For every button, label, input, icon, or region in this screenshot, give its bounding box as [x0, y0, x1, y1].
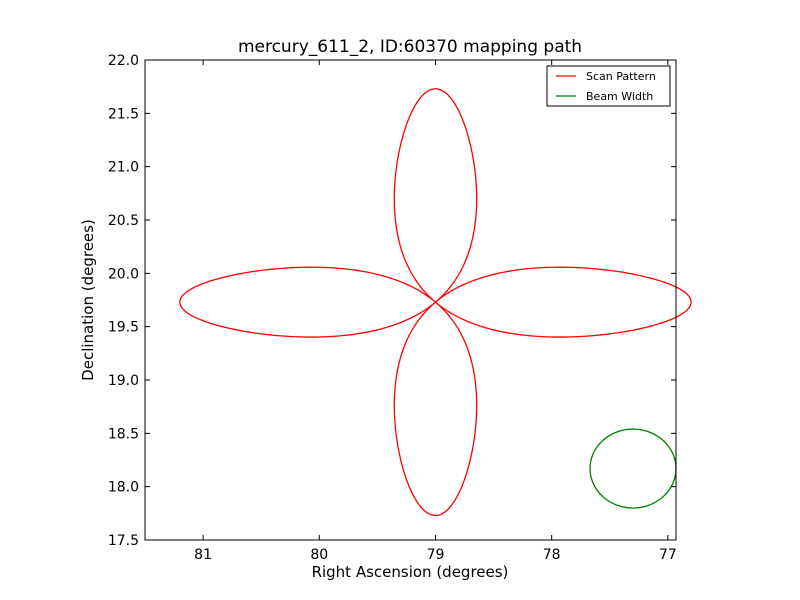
y-tick-label: 20.5 [108, 213, 139, 229]
y-axis-label: Declination (degrees) [79, 219, 97, 381]
legend: Scan Pattern Beam Width [546, 65, 671, 107]
y-tick-label: 18.5 [108, 426, 139, 442]
plot-frame [144, 59, 677, 541]
x-tick-label: 77 [659, 547, 677, 563]
y-tick-label: 19.0 [108, 373, 139, 389]
y-tick-label: 22.0 [108, 53, 139, 69]
y-tick-label: 21.0 [108, 160, 139, 176]
y-tick-label: 17.5 [108, 533, 139, 549]
legend-box [546, 65, 671, 107]
y-tick-label: 21.5 [108, 106, 139, 122]
x-axis-label: Right Ascension (degrees) [312, 563, 509, 581]
y-tick-label: 20.0 [108, 266, 139, 282]
scan-pattern-line [179, 88, 692, 517]
y-tick-label: 18.0 [108, 480, 139, 496]
ticks-group: 81 80 79 78 77 17.5 18.0 18.5 19.0 19.5 20.0 20.5 21… [108, 53, 677, 563]
plot-area [145, 60, 676, 540]
x-tick-label: 80 [310, 547, 328, 563]
chart-title: mercury_611_2, ID:60370 mapping path [238, 37, 582, 57]
y-tick-label: 19.5 [108, 320, 139, 336]
legend-label-scan-pattern: Scan Pattern [586, 70, 656, 83]
x-tick-label: 79 [427, 547, 445, 563]
x-tick-label: 78 [543, 547, 561, 563]
legend-label-beam-width: Beam Width [586, 90, 653, 103]
x-tick-label: 81 [194, 547, 212, 563]
